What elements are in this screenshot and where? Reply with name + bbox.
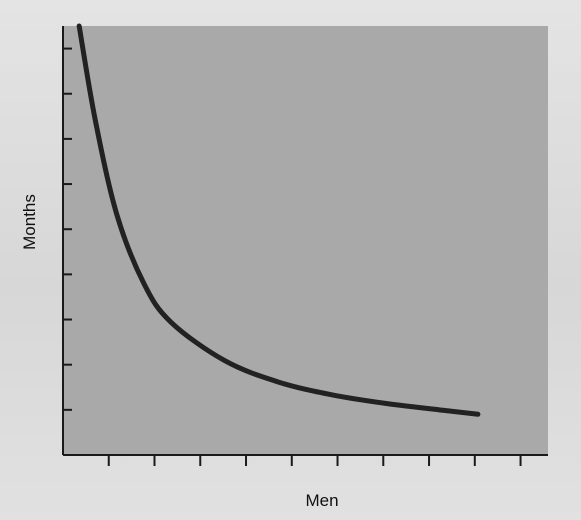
axis-ticks (63, 47, 522, 466)
plot-area (63, 26, 548, 455)
y-axis-label: Months (20, 194, 39, 250)
series-line (76, 23, 481, 417)
x-axis-label: Men (305, 491, 338, 510)
